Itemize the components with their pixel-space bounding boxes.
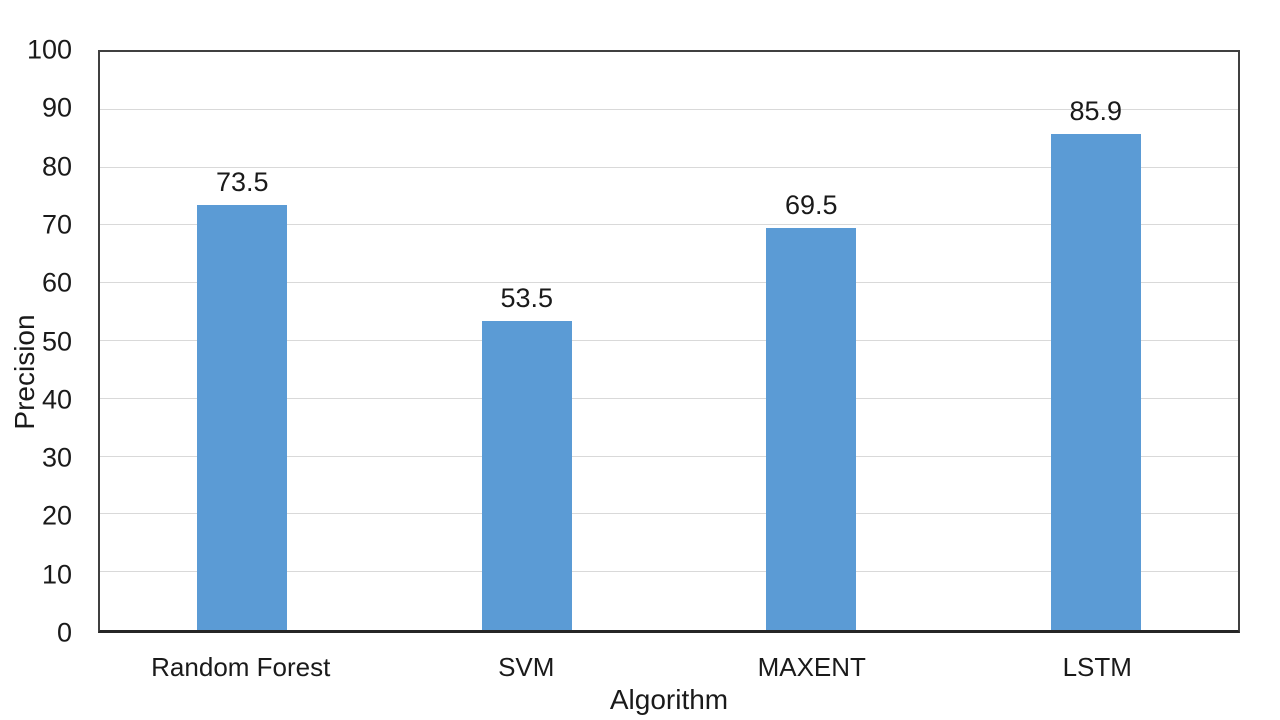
bar-slot: 85.9 (954, 52, 1239, 630)
bar-svm (481, 320, 572, 630)
bar-value-label: 69.5 (784, 190, 838, 221)
y-tick-labels: 0 10 20 30 40 50 60 70 80 90 100 (0, 0, 76, 720)
bar-random-forest (197, 205, 288, 630)
bar-lstm (1050, 133, 1141, 630)
y-tick-label: 40 (41, 384, 72, 415)
x-category-label: LSTM (1062, 652, 1132, 682)
bar-maxent (766, 228, 857, 630)
gridline (100, 455, 1238, 457)
bar-slot: 53.5 (385, 52, 670, 630)
bar-value-label: 73.5 (215, 167, 269, 198)
y-tick-label: 50 (41, 326, 72, 356)
gridline (100, 513, 1238, 515)
y-tick-label: 20 (41, 500, 72, 531)
y-tick-label: 70 (41, 209, 72, 240)
gridline (100, 571, 1238, 573)
gridline (100, 340, 1238, 341)
gridline (100, 108, 1238, 110)
bar-value-label: 53.5 (500, 282, 554, 313)
y-tick-label: 30 (41, 442, 72, 473)
bar-value-label: 85.9 (1069, 95, 1123, 126)
gridline (100, 282, 1238, 284)
y-tick-label: 0 (56, 617, 72, 648)
bars: 73.5 53.5 69.5 85.9 (100, 52, 1238, 630)
x-axis-title: Algorithm (609, 684, 729, 715)
y-tick-label: 60 (41, 267, 72, 298)
gridline (100, 224, 1238, 226)
gridline (100, 166, 1238, 168)
gridline (100, 397, 1238, 399)
y-tick-label: 10 (41, 559, 72, 590)
gridlines (100, 52, 1238, 630)
y-tick-label: 90 (41, 92, 72, 123)
plot-area: 73.5 53.5 69.5 85.9 (98, 50, 1240, 633)
x-category-label: SVM (498, 652, 555, 682)
bar-slot: 73.5 (100, 52, 385, 630)
y-tick-label: 100 (26, 34, 72, 65)
x-category-label: MAXENT (757, 652, 866, 682)
x-category-labels: Random Forest SVM MAXENT LSTM (98, 654, 1240, 680)
y-tick-label: 80 (41, 151, 72, 182)
bar-slot: 69.5 (669, 52, 954, 630)
x-category-label: Random Forest (151, 652, 331, 682)
